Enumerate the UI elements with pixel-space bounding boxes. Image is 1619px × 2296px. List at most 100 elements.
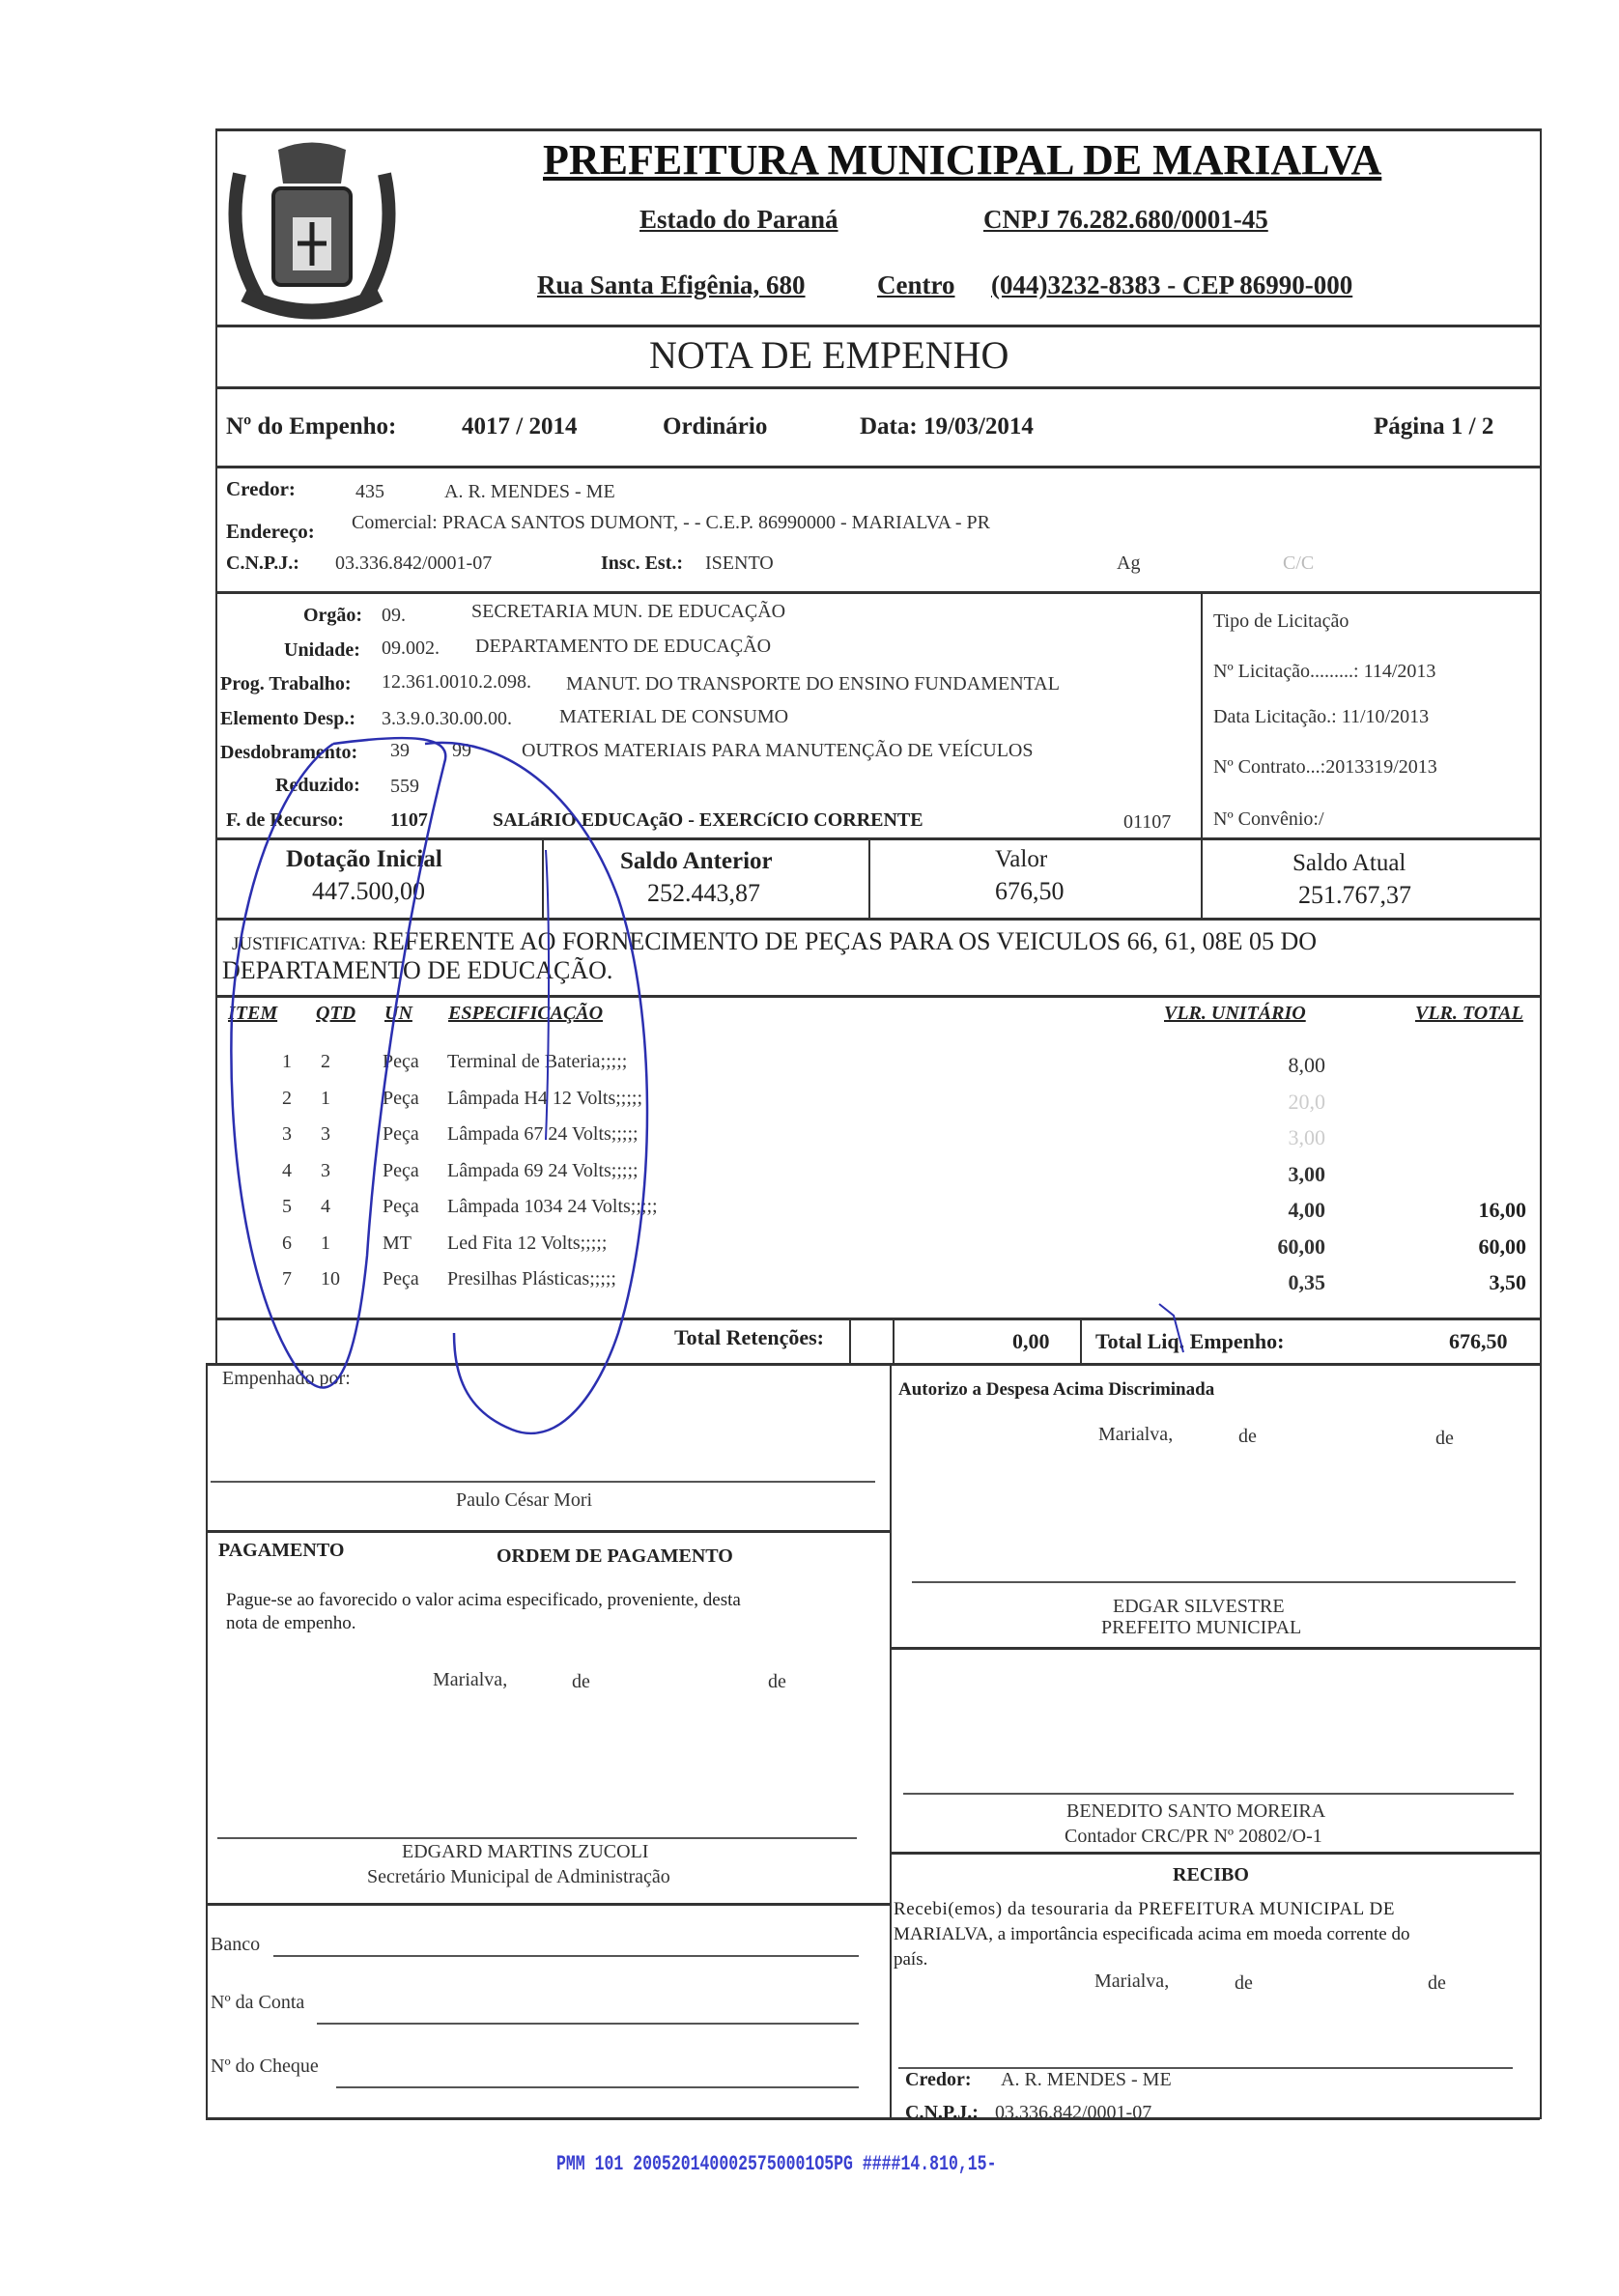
row-un: MT — [383, 1232, 412, 1254]
data-licitacao: Data Licitação.: 11/10/2013 — [1213, 706, 1430, 727]
desdobramento-name: OUTROS MATERIAIS PARA MANUTENÇÃO DE VEÍC… — [522, 740, 1034, 761]
saldo-atual-value: 251.767,37 — [1298, 881, 1411, 909]
reduzido-value: 559 — [390, 776, 419, 797]
row-especificacao: Lâmpada 69 24 Volts;;;;; — [447, 1159, 639, 1181]
signature-line — [912, 1581, 1516, 1583]
row-valor-total: 16,00 — [1478, 1198, 1527, 1222]
prog-name: MANUT. DO TRANSPORTE DO ENSINO FUNDAMENT… — [566, 673, 1060, 694]
state: Estado do Paraná — [639, 205, 838, 234]
dotacao-value: 447.500,00 — [312, 877, 425, 905]
divider — [215, 386, 1540, 389]
page-number: Página 1 / 2 — [1374, 413, 1494, 439]
row-qtd: 3 — [321, 1159, 330, 1181]
recurso-name: SALáRIO EDUCAçãO - EXERCíCIO CORRENTE — [493, 809, 923, 831]
divider — [206, 1903, 890, 1906]
unidade-code: 09.002. — [382, 638, 440, 659]
empenho-date: Data: 19/03/2014 — [860, 413, 1034, 439]
saldo-anterior-label: Saldo Anterior — [620, 848, 773, 874]
total-liquido-label: Total Liq. Empenho: — [1095, 1329, 1285, 1353]
col-item: ITEM — [228, 1003, 278, 1024]
row-item: 6 — [282, 1232, 292, 1254]
signature-line — [903, 1793, 1514, 1795]
divider — [893, 1318, 895, 1364]
col-un: UN — [384, 1003, 412, 1024]
prog-label: Prog. Trabalho: — [220, 673, 352, 694]
row-item: 2 — [282, 1087, 292, 1109]
signature-line — [898, 2067, 1513, 2069]
pagamento-de-2: de — [768, 1671, 786, 1692]
col-especificacao: ESPECIFICAÇÃO — [448, 1003, 604, 1024]
municipality-title: PREFEITURA MUNICIPAL DE MARIALVA — [543, 136, 1382, 184]
col-valor-unitario: VLR. UNITÁRIO — [1164, 1003, 1306, 1024]
autorizo-label: Autorizo a Despesa Acima Discriminada — [898, 1379, 1215, 1400]
prefeito-name: EDGAR SILVESTRE — [1113, 1596, 1285, 1617]
valor-label: Valor — [995, 846, 1048, 872]
credor-cnpj: 03.336.842/0001-07 — [335, 553, 493, 574]
insc-label: Insc. Est.: — [601, 553, 684, 574]
divider — [206, 1530, 890, 1533]
row-un: Peça — [383, 1196, 419, 1217]
autorizo-place: Marialva, — [1098, 1424, 1174, 1445]
numero-licitacao: Nº Licitação.........: 114/2013 — [1213, 661, 1436, 682]
coat-of-arms-logo — [228, 142, 396, 320]
elemento-name: MATERIAL DE CONSUMO — [559, 706, 789, 727]
desdobramento-code: 39 — [390, 740, 410, 761]
orgao-label: Orgão: — [303, 605, 363, 626]
row-item: 7 — [282, 1268, 292, 1290]
row-un: Peça — [383, 1268, 419, 1290]
recibo-cnpj-label: C.N.P.J.: — [905, 2102, 979, 2123]
divider — [215, 995, 1540, 998]
row-item: 1 — [282, 1051, 292, 1072]
recibo-de-2: de — [1428, 1972, 1446, 1994]
row-un: Peça — [383, 1123, 419, 1145]
tipo-licitacao: Tipo de Licitação — [1213, 610, 1349, 632]
divider — [1201, 591, 1203, 918]
credor-label: Credor: — [226, 477, 296, 500]
row-qtd: 1 — [321, 1232, 330, 1254]
numero-contrato: Nº Contrato...:2013319/2013 — [1213, 756, 1437, 778]
insc-value: ISENTO — [705, 553, 774, 574]
row-valor-total: 60,00 — [1478, 1233, 1527, 1259]
elemento-code: 3.3.9.0.30.00.00. — [382, 708, 512, 729]
document-title: NOTA DE EMPENHO — [649, 333, 1009, 377]
empenhado-label: Empenhado por: — [222, 1368, 351, 1389]
orgao-code: 09. — [382, 605, 406, 626]
numero-convenio: Nº Convênio:/ — [1213, 808, 1324, 830]
justificativa-text: REFERENTE AO FORNECIMENTO DE PEÇAS PARA … — [372, 927, 1318, 955]
credor-name: A. R. MENDES - ME — [444, 481, 615, 502]
pagamento-de: de — [572, 1671, 590, 1692]
cc-label: C/C — [1283, 553, 1315, 574]
row-qtd: 3 — [321, 1123, 330, 1145]
row-especificacao: Lâmpada 1034 24 Volts;;;;; — [447, 1196, 658, 1217]
recurso-code-2: 01107 — [1123, 811, 1172, 833]
row-item: 5 — [282, 1196, 292, 1217]
row-especificacao: Terminal de Bateria;;;;; — [447, 1051, 628, 1072]
banco-label: Banco — [211, 1934, 261, 1955]
banco-field[interactable] — [273, 1955, 859, 1957]
frame-right — [1540, 128, 1542, 2119]
recibo-credor-label: Credor: — [905, 2069, 972, 2090]
row-qtd: 4 — [321, 1196, 330, 1217]
recibo-title: RECIBO — [1173, 1864, 1249, 1885]
justificativa-label: JUSTIFICATIVA: — [232, 934, 367, 954]
cheque-field[interactable] — [336, 2086, 859, 2088]
signature-line — [217, 1837, 857, 1839]
recibo-text-2: MARIALVA, a importância especificada aci… — [894, 1924, 1410, 1944]
ag-label: Ag — [1117, 553, 1141, 574]
total-liquido-value: 676,50 — [1449, 1329, 1508, 1353]
pagamento-text: Pague-se ao favorecido o valor acima esp… — [226, 1590, 741, 1610]
ordem-pagamento-title: ORDEM DE PAGAMENTO — [497, 1545, 733, 1567]
row-especificacao: Lâmpada H4 12 Volts;;;;; — [447, 1087, 643, 1109]
col-valor-total: VLR. TOTAL — [1415, 1003, 1523, 1024]
contador-name: BENEDITO SANTO MOREIRA — [1066, 1800, 1326, 1822]
credor-code: 435 — [355, 481, 384, 502]
conta-field[interactable] — [317, 2023, 859, 2025]
municipality-cnpj: CNPJ 76.282.680/0001-45 — [983, 205, 1268, 234]
recibo-credor: A. R. MENDES - ME — [1001, 2069, 1172, 2090]
address: Rua Santa Efigênia, 680 — [537, 270, 806, 299]
empenho-number: 4017 / 2014 — [462, 413, 578, 439]
row-qtd: 2 — [321, 1051, 330, 1072]
recibo-de: de — [1235, 1972, 1253, 1994]
row-especificacao: Led Fita 12 Volts;;;;; — [447, 1232, 608, 1254]
signature-line — [211, 1481, 875, 1483]
